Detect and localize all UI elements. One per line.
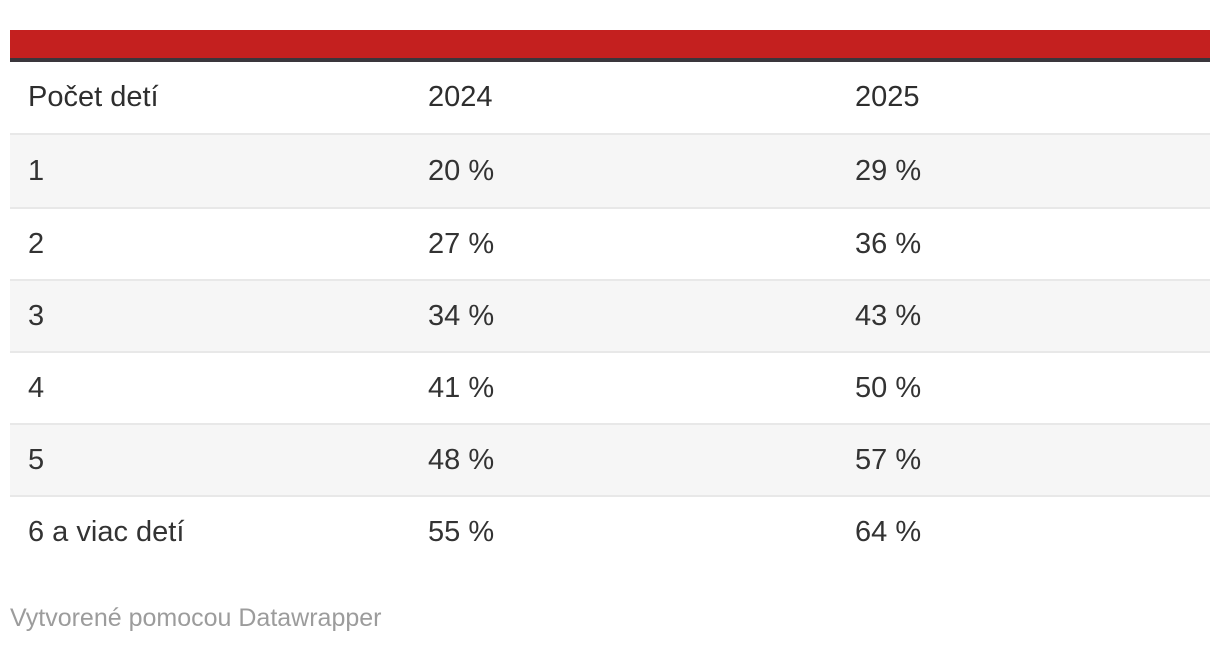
- value-cell-2024: 27 %: [428, 227, 495, 260]
- row-label-cell: 2: [28, 227, 45, 260]
- row-label-cell: 1: [28, 154, 45, 187]
- table-row: 3 34 % 43 %: [10, 279, 1210, 351]
- value-cell-2024: 20 %: [428, 154, 495, 187]
- column-header-2025: 2025: [855, 81, 920, 113]
- column-header-2024: 2024: [428, 81, 493, 113]
- table-row: 1 20 % 29 %: [10, 135, 1210, 207]
- value-cell-2025: 36 %: [855, 227, 922, 260]
- table-body: 1 20 % 29 % 2 27 % 36 % 3 34 % 43 % 4 41…: [10, 135, 1210, 567]
- column-header-pocet-deti: Počet detí: [28, 81, 159, 113]
- value-cell-2024: 48 %: [428, 443, 495, 476]
- table-row: 2 27 % 36 %: [10, 207, 1210, 279]
- value-cell-2025: 43 %: [855, 299, 922, 332]
- value-cell-2024: 34 %: [428, 299, 495, 332]
- value-cell-2024: 55 %: [428, 515, 495, 548]
- row-label-cell: 3: [28, 299, 45, 332]
- value-cell-2025: 29 %: [855, 154, 922, 187]
- table-footer: Vytvorené pomocou Datawrapper: [10, 603, 1210, 633]
- value-cell-2025: 50 %: [855, 371, 922, 404]
- table-header-row: Počet detí 2024 2025: [10, 62, 1210, 135]
- row-label-cell: 5: [28, 443, 45, 476]
- row-label-cell: 4: [28, 371, 45, 404]
- datawrapper-attribution-link[interactable]: Vytvorené pomocou Datawrapper: [10, 604, 382, 632]
- value-cell-2025: 64 %: [855, 515, 922, 548]
- data-table: Počet detí 2024 2025 1 20 % 29 % 2 27 % …: [10, 62, 1210, 567]
- value-cell-2025: 57 %: [855, 443, 922, 476]
- row-label-cell: 6 a viac detí: [28, 515, 185, 548]
- table-row: 4 41 % 50 %: [10, 351, 1210, 423]
- table-row: 5 48 % 57 %: [10, 423, 1210, 495]
- header-rule-bar: [10, 30, 1210, 62]
- value-cell-2024: 41 %: [428, 371, 495, 404]
- datawrapper-table-embed: Počet detí 2024 2025 1 20 % 29 % 2 27 % …: [10, 0, 1210, 633]
- table-row: 6 a viac detí 55 % 64 %: [10, 495, 1210, 567]
